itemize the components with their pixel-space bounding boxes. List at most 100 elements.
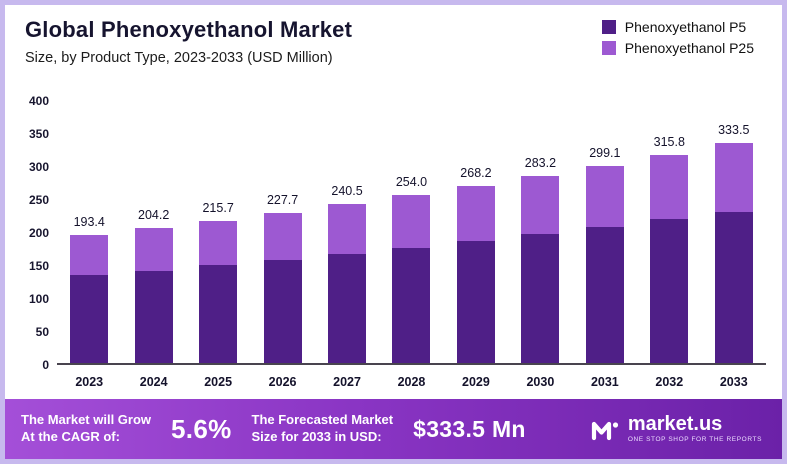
stacked-bar <box>263 212 302 363</box>
y-tick-label: 0 <box>42 358 49 372</box>
x-tick-label: 2028 <box>397 375 426 389</box>
y-tick-label: 400 <box>28 94 49 108</box>
y-tick-label: 100 <box>28 292 49 306</box>
bar-segment-p25 <box>392 195 431 248</box>
bar-column: 215.7 <box>188 201 248 363</box>
bar-segment-p5 <box>134 270 173 363</box>
title-block: Global Phenoxyethanol Market Size, by Pr… <box>25 17 352 66</box>
y-tick-label: 200 <box>28 226 49 240</box>
stacked-bar <box>650 154 689 363</box>
bar-segment-p5 <box>650 219 689 363</box>
bar-segment-p25 <box>263 212 302 260</box>
y-tick-label: 150 <box>28 259 49 273</box>
bar-value-label: 268.2 <box>460 166 492 180</box>
bar-value-label: 254.0 <box>395 175 428 190</box>
stacked-bar <box>585 165 624 363</box>
legend-label-p5: Phenoxyethanol P5 <box>624 19 747 35</box>
stacked-bar <box>521 176 560 363</box>
forecast-label: The Forecasted Market Size for 2033 in U… <box>251 412 394 444</box>
market-us-logo: market.us One Stop Shop For The Reports <box>590 414 766 444</box>
bar-value-label: 193.4 <box>73 215 105 230</box>
bar-value-label: 240.5 <box>331 184 363 199</box>
bar-segment-p25 <box>70 235 109 276</box>
x-tick-label: 2024 <box>139 375 168 389</box>
bar-value-label: 227.7 <box>266 192 299 207</box>
bar-column: 283.2 <box>510 156 570 363</box>
legend: Phenoxyethanol P5 Phenoxyethanol P25 <box>601 17 760 56</box>
y-tick-label: 50 <box>35 325 49 339</box>
forecast-value: $333.5 Mn <box>413 415 526 442</box>
bar-value-label: 299.1 <box>589 145 621 160</box>
footer-banner: The Market will Grow At the CAGR of: 5.6… <box>5 399 782 459</box>
bar-column: 299.1 <box>575 146 635 363</box>
bar-segment-p5 <box>263 259 302 363</box>
logo-tagline: One Stop Shop For The Reports <box>627 436 762 444</box>
stacked-bar <box>199 220 238 363</box>
legend-swatch-p5-icon <box>601 20 616 34</box>
legend-item-p5: Phenoxyethanol P5 <box>601 19 754 35</box>
bar-segment-p25 <box>328 204 367 255</box>
bar-segment-p25 <box>585 165 624 228</box>
bar-column: 333.5 <box>704 123 764 363</box>
chart-plot-area: 0 50 100 150 200 250 300 350 400 193.4 204.2 215.7… <box>5 66 782 399</box>
bar-segment-p5 <box>328 254 367 363</box>
plot: 193.4 204.2 215.7 227.7 240.5 254.0 268.2 283.2… <box>57 99 766 399</box>
bar-value-label: 315.8 <box>653 134 685 149</box>
x-tick-label: 2031 <box>590 375 619 389</box>
y-axis: 0 50 100 150 200 250 300 350 400 <box>13 94 57 372</box>
logo-text-block: market.us One Stop Shop For The Reports <box>628 414 762 444</box>
bar-segment-p5 <box>456 241 495 363</box>
legend-label-p25: Phenoxyethanol P25 <box>624 40 754 56</box>
bar-column: 227.7 <box>253 193 313 363</box>
x-axis: 2023 2024 2025 2026 2027 2028 2029 2030 2031 2032… <box>57 365 766 399</box>
bar-column: 254.0 <box>381 175 441 363</box>
y-tick-label: 250 <box>28 193 49 207</box>
bar-value-label: 215.7 <box>202 200 234 215</box>
bar-segment-p25 <box>199 220 238 266</box>
x-tick-label: 2030 <box>526 375 555 389</box>
stacked-bar <box>134 228 173 363</box>
stacked-bar <box>714 142 753 363</box>
x-tick-label: 2026 <box>268 375 297 389</box>
bar-segment-p25 <box>650 154 689 220</box>
x-tick-label: 2025 <box>204 375 233 389</box>
bar-segment-p5 <box>70 275 109 363</box>
stacked-bar <box>328 204 367 363</box>
bar-value-label: 204.2 <box>138 208 170 223</box>
chart-subtitle: Size, by Product Type, 2023-2033 (USD Mi… <box>25 50 333 66</box>
bar-segment-p5 <box>392 247 431 363</box>
y-tick-label: 300 <box>28 160 49 174</box>
x-tick-label: 2033 <box>719 375 748 389</box>
bar-segment-p5 <box>199 265 238 363</box>
bar-column: 204.2 <box>124 208 184 363</box>
bar-segment-p5 <box>585 227 624 363</box>
chart-header: Global Phenoxyethanol Market Size, by Pr… <box>5 5 782 66</box>
bar-segment-p25 <box>456 186 495 242</box>
bar-column: 268.2 <box>446 166 506 363</box>
bar-segment-p5 <box>714 211 753 363</box>
market-us-logo-icon <box>591 421 618 441</box>
stacked-bar <box>456 186 495 363</box>
stacked-bar <box>392 195 431 363</box>
bar-segment-p25 <box>714 142 753 212</box>
y-tick-label: 350 <box>28 127 49 141</box>
stacked-bar <box>70 235 109 363</box>
bar-segment-p5 <box>521 234 560 363</box>
logo-name: market.us <box>627 413 723 436</box>
x-tick-label: 2029 <box>462 375 490 389</box>
cagr-label: The Market will Grow At the CAGR of: <box>21 412 152 444</box>
chart-title: Global Phenoxyethanol Market <box>25 17 353 42</box>
legend-item-p25: Phenoxyethanol P25 <box>601 40 754 56</box>
bar-column: 193.4 <box>59 215 119 363</box>
cagr-value: 5.6% <box>171 413 232 444</box>
bar-column: 315.8 <box>639 135 699 363</box>
bar-column: 240.5 <box>317 184 377 363</box>
legend-swatch-p25-icon <box>601 41 616 55</box>
bars-row: 193.4 204.2 215.7 227.7 240.5 254.0 268.2 283.2… <box>57 99 766 365</box>
x-tick-label: 2027 <box>333 375 361 389</box>
bar-value-label: 333.5 <box>718 122 750 137</box>
bar-segment-p25 <box>134 228 173 271</box>
x-tick-label: 2023 <box>75 375 104 389</box>
x-tick-label: 2032 <box>655 375 684 389</box>
